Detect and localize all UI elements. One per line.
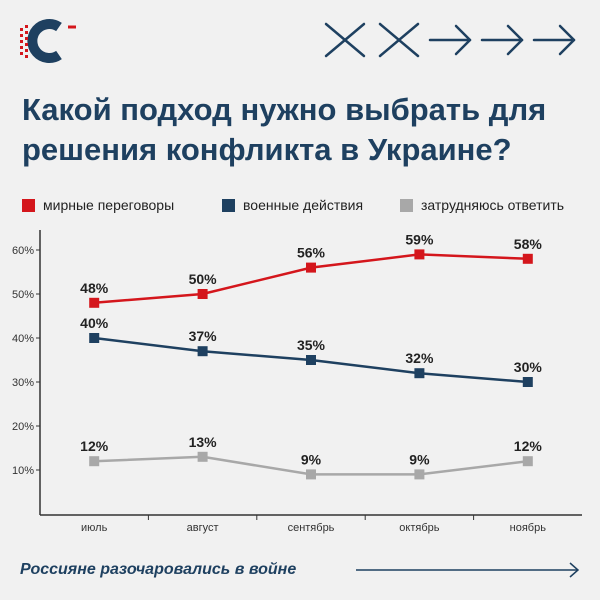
data-label: 37% xyxy=(189,328,218,344)
x-tick-label: сентябрь xyxy=(288,522,335,534)
brand-c-logo-icon xyxy=(20,19,76,63)
data-label: 58% xyxy=(514,236,543,252)
data-point xyxy=(522,456,533,467)
y-tick-label: 30% xyxy=(12,377,34,389)
legend-item-undecided: затрудняюсь ответить xyxy=(400,197,564,213)
header-decoration xyxy=(324,22,576,58)
data-point xyxy=(306,469,316,480)
legend-swatch xyxy=(22,198,35,212)
x-cross-icon xyxy=(324,22,366,58)
x-tick-label: октябрь xyxy=(399,522,439,534)
y-tick-label: 50% xyxy=(12,289,34,301)
chart-legend: мирные переговоры военные действия затру… xyxy=(22,197,592,217)
data-point xyxy=(414,469,425,480)
data-label: 30% xyxy=(514,359,543,375)
data-point xyxy=(89,333,100,343)
legend-item-military: военные действия xyxy=(222,197,363,213)
data-point xyxy=(197,346,208,357)
data-point xyxy=(306,262,316,273)
arrow-right-icon xyxy=(428,24,472,56)
x-tick-label: июль xyxy=(81,522,108,534)
data-point xyxy=(522,377,533,387)
data-label: 32% xyxy=(405,350,434,366)
data-label: 13% xyxy=(189,434,218,450)
data-label: 50% xyxy=(189,271,218,287)
x-tick-label: ноябрь xyxy=(510,522,547,534)
data-label: 40% xyxy=(80,315,109,331)
data-point xyxy=(306,355,316,365)
data-label: 12% xyxy=(80,438,109,454)
arrow-right-icon xyxy=(532,24,576,56)
data-label: 48% xyxy=(80,280,109,296)
legend-swatch xyxy=(400,198,413,212)
y-tick-label: 20% xyxy=(12,421,34,433)
footer-caption: Россияне разочаровались в войне xyxy=(20,561,297,578)
data-label: 12% xyxy=(514,438,543,454)
legend-label: военные действия xyxy=(243,197,364,213)
data-label: 9% xyxy=(301,451,322,467)
y-tick-label: 40% xyxy=(12,333,34,345)
series-line-1 xyxy=(94,253,528,305)
data-point xyxy=(89,297,100,308)
data-point xyxy=(197,451,208,462)
data-point xyxy=(522,253,533,264)
data-label: 9% xyxy=(409,451,430,467)
data-label: 56% xyxy=(297,245,326,261)
y-tick-label: 10% xyxy=(12,465,34,477)
legend-label: затрудняюсь ответить xyxy=(421,197,565,213)
legend-label: мирные переговоры xyxy=(43,197,175,213)
data-point xyxy=(414,368,425,379)
arrow-right-icon xyxy=(480,24,524,56)
arrow-right-icon xyxy=(356,562,580,578)
legend-swatch xyxy=(222,198,235,212)
x-cross-icon xyxy=(378,22,420,58)
data-point xyxy=(414,249,425,260)
x-tick-label: август xyxy=(187,522,219,534)
page-title: Какой подход нужно выбрать для решения к… xyxy=(22,92,547,167)
data-point xyxy=(197,289,208,299)
data-point xyxy=(89,456,100,467)
data-label: 35% xyxy=(297,337,326,353)
data-label: 59% xyxy=(405,231,434,247)
legend-item-peace: мирные переговоры xyxy=(22,197,174,213)
y-tick-label: 60% xyxy=(12,245,34,257)
